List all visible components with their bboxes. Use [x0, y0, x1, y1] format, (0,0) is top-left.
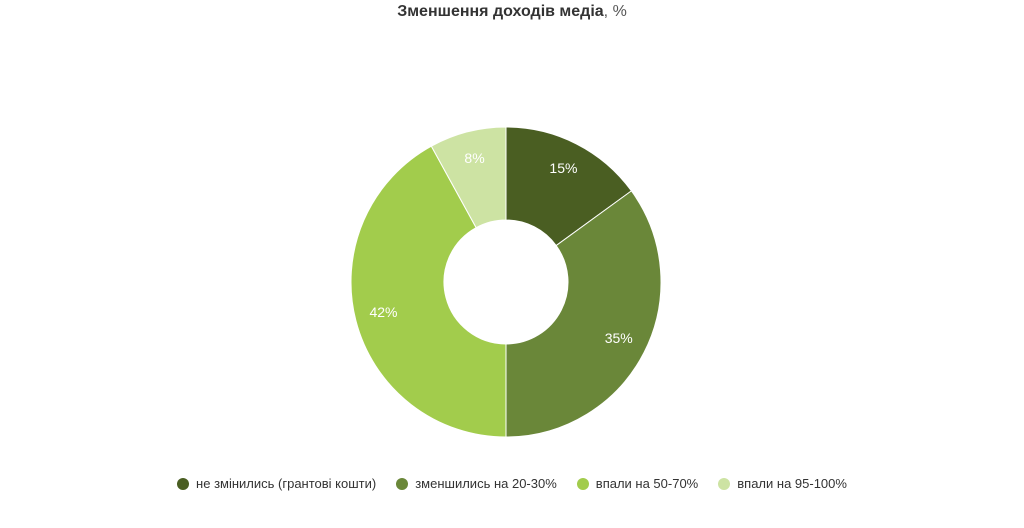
legend-marker-1: [177, 477, 190, 490]
slice-label-3: 42%: [369, 304, 397, 320]
legend-label-2: зменшились на 20-30%: [415, 476, 557, 491]
legend-marker-2: [396, 477, 409, 490]
legend-label-1: не змінились (грантові кошти): [196, 476, 377, 491]
chart-title-unit: , %: [603, 3, 627, 20]
legend-label-4: впали на 95-100%: [737, 476, 847, 491]
legend-item-2[interactable]: зменшились на 20-30%: [396, 476, 557, 491]
slice-label-1: 15%: [549, 160, 577, 176]
donut-slice-3[interactable]: [350, 145, 507, 438]
legend-label-3: впали на 50-70%: [595, 476, 699, 491]
legend-marker-4: [718, 477, 731, 490]
donut-slice-2[interactable]: [505, 190, 662, 438]
donut-slice-1[interactable]: [505, 126, 633, 247]
donut-chart: 15% 35% 42% 8%: [350, 126, 662, 438]
chart-title: Зменшення доходів медіа, %: [0, 3, 1024, 21]
legend-item-3[interactable]: впали на 50-70%: [576, 476, 699, 491]
legend-item-1[interactable]: не змінились (грантові кошти): [177, 476, 376, 491]
donut-slice-4[interactable]: [430, 126, 507, 229]
legend-marker-3: [576, 477, 589, 490]
legend-item-4[interactable]: впали на 95-100%: [718, 476, 847, 491]
chart-legend: не змінились (грантові кошти) зменшились …: [0, 476, 1024, 491]
slice-label-2: 35%: [605, 330, 633, 346]
slice-label-4: 8%: [464, 150, 484, 166]
chart-title-unit-value: %: [612, 3, 627, 20]
chart-title-main: Зменшення доходів медіа: [397, 3, 604, 20]
